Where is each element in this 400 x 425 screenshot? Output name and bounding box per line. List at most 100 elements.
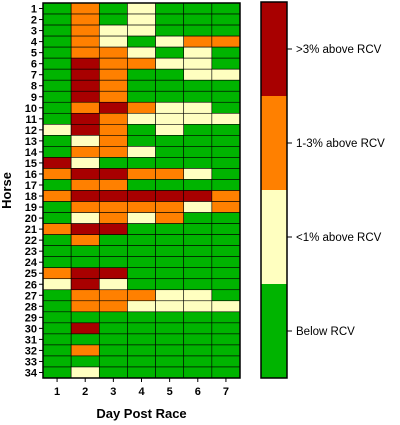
heatmap-cell-horse-3-day-3 [98, 24, 128, 37]
heatmap-cell-horse-12-day-4 [127, 124, 156, 136]
heatmap-cell-horse-10-day-6 [183, 101, 213, 114]
heatmap-cell-horse-3-day-6 [183, 24, 213, 37]
y-tick-label: 4 [31, 37, 38, 49]
heatmap-cell-horse-1-day-4 [127, 2, 156, 15]
heatmap-cell-horse-34-day-4 [127, 366, 156, 379]
heatmap-cell-horse-25-day-3 [98, 267, 128, 280]
heatmap-cell-horse-17-day-1 [42, 179, 72, 191]
legend-swatch [261, 284, 287, 378]
heatmap-cell-horse-34-day-1 [42, 366, 72, 379]
heatmap-cell-horse-1-day-3 [98, 2, 128, 15]
heatmap-cell-horse-34-day-6 [183, 366, 213, 379]
y-tick-label: 20 [25, 213, 37, 225]
heatmap-cells [42, 2, 241, 379]
legend-swatch [261, 2, 287, 96]
heatmap-cell-horse-19-day-7 [211, 201, 241, 213]
heatmap-cell-horse-19-day-1 [42, 201, 72, 213]
heatmap-cell-horse-7-day-6 [183, 68, 213, 81]
heatmap-cell-horse-4-day-7 [211, 35, 241, 48]
heatmap-cell-horse-13-day-2 [70, 135, 100, 147]
legend-label: Below RCV [296, 326, 355, 338]
heatmap-cell-horse-16-day-7 [211, 168, 241, 180]
heatmap-cell-horse-10-day-1 [42, 101, 72, 114]
heatmap-cell-horse-13-day-1 [42, 135, 72, 147]
heatmap-cell-horse-12-day-5 [155, 124, 185, 136]
heatmap-cell-horse-28-day-4 [127, 300, 156, 313]
y-tick-label: 28 [25, 301, 37, 313]
heatmap-cell-horse-28-day-1 [42, 300, 72, 313]
legend-label: >3% above RCV [296, 44, 382, 56]
y-tick-label: 25 [25, 268, 37, 280]
heatmap-cell-horse-16-day-3 [98, 168, 128, 180]
heatmap-cell-horse-8-day-4 [127, 79, 156, 92]
heatmap-cell-horse-5-day-7 [211, 46, 241, 59]
heatmap-cell-horse-24-day-4 [127, 256, 156, 269]
heatmap-cell-horse-29-day-7 [211, 311, 241, 324]
heatmap-cell-horse-8-day-7 [211, 79, 241, 92]
heatmap-cell-horse-17-day-4 [127, 179, 156, 191]
heatmap-cell-horse-5-day-3 [98, 46, 128, 59]
heatmap-cell-horse-26-day-7 [211, 278, 241, 291]
heatmap-cell-horse-15-day-5 [155, 157, 185, 169]
heatmap-cell-horse-11-day-3 [98, 112, 128, 125]
y-tick-label: 29 [25, 312, 37, 324]
y-tick-label: 13 [25, 136, 37, 148]
heatmap-cell-horse-1-day-6 [183, 2, 213, 15]
y-tick-label: 1 [31, 4, 37, 16]
heatmap-cell-horse-31-day-6 [183, 333, 213, 346]
heatmap-cell-horse-17-day-3 [98, 179, 128, 191]
heatmap-cell-horse-2-day-2 [70, 13, 100, 26]
heatmap-cell-horse-15-day-3 [98, 157, 128, 169]
heatmap-cell-horse-25-day-7 [211, 267, 241, 280]
heatmap-cell-horse-32-day-6 [183, 344, 213, 357]
heatmap-cell-horse-23-day-5 [155, 245, 185, 257]
heatmap-cell-horse-15-day-7 [211, 157, 241, 169]
x-tick-label: 1 [54, 386, 60, 398]
y-tick-label: 19 [25, 202, 37, 214]
x-tick-label: 5 [167, 386, 173, 398]
x-axis-ticks: 1 2 3 4 5 6 7 [54, 378, 229, 398]
heatmap-cell-horse-6-day-4 [127, 57, 156, 70]
heatmap-cell-horse-31-day-7 [211, 333, 241, 346]
heatmap-cell-horse-23-day-3 [98, 245, 128, 257]
heatmap-cell-horse-27-day-2 [70, 289, 100, 302]
y-tick-label: 14 [25, 147, 38, 159]
heatmap-cell-horse-30-day-6 [183, 322, 213, 335]
heatmap-cell-horse-6-day-5 [155, 57, 185, 70]
heatmap-cell-horse-30-day-2 [70, 322, 100, 335]
heatmap-cell-horse-19-day-5 [155, 201, 185, 213]
heatmap-cell-horse-32-day-1 [42, 344, 72, 357]
heatmap-cell-horse-15-day-1 [42, 157, 72, 169]
heatmap-cell-horse-2-day-7 [211, 13, 241, 26]
heatmap-cell-horse-28-day-7 [211, 300, 241, 313]
heatmap-cell-horse-31-day-3 [98, 333, 128, 346]
heatmap-cell-horse-11-day-4 [127, 112, 156, 125]
y-tick-label: 9 [31, 92, 37, 104]
heatmap-cell-horse-25-day-2 [70, 267, 100, 280]
heatmap-cell-horse-13-day-6 [183, 135, 213, 147]
heatmap-cell-horse-4-day-6 [183, 35, 213, 48]
heatmap-cell-horse-8-day-2 [70, 79, 100, 92]
heatmap-cell-horse-9-day-1 [42, 90, 72, 103]
y-tick-label: 31 [25, 334, 37, 346]
heatmap-cell-horse-6-day-3 [98, 57, 128, 70]
y-tick-label: 21 [25, 224, 37, 236]
heatmap-cell-horse-16-day-6 [183, 168, 213, 180]
heatmap-cell-horse-33-day-7 [211, 355, 241, 368]
heatmap-cell-horse-8-day-3 [98, 79, 128, 92]
heatmap-cell-horse-14-day-4 [127, 146, 156, 158]
x-tick-label: 6 [195, 386, 201, 398]
y-tick-label: 11 [25, 114, 37, 126]
heatmap-cell-horse-11-day-1 [42, 112, 72, 125]
heatmap-cell-horse-15-day-2 [70, 157, 100, 169]
heatmap-cell-horse-27-day-6 [183, 289, 213, 302]
legend-swatch [261, 190, 287, 284]
heatmap-cell-horse-31-day-5 [155, 333, 185, 346]
heatmap-cell-horse-5-day-6 [183, 46, 213, 59]
heatmap-cell-horse-29-day-6 [183, 311, 213, 324]
heatmap-cell-horse-18-day-1 [42, 190, 72, 202]
y-tick-label: 23 [25, 246, 37, 258]
heatmap-cell-horse-2-day-4 [127, 13, 156, 26]
heatmap-cell-horse-30-day-1 [42, 322, 72, 335]
